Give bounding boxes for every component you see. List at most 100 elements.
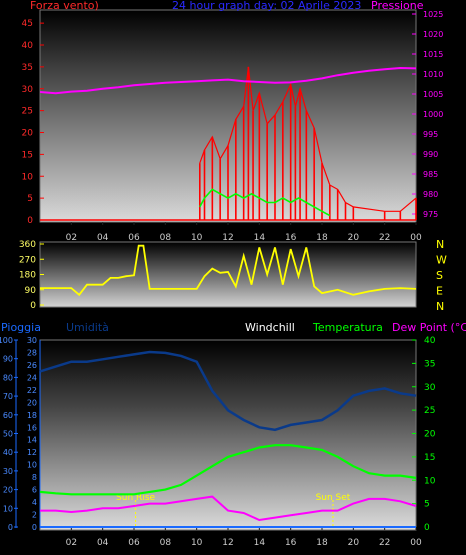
- humidity-series-line: [39, 350, 417, 432]
- sun-markers: Sun Rise Sun Set: [116, 493, 351, 527]
- wind-axis-label: Forza vento): [30, 0, 99, 12]
- sun-marker-label: Sun Set: [316, 493, 351, 503]
- pressure-y-tick-label: 1005: [423, 90, 443, 99]
- compass-label: N: [436, 238, 444, 251]
- temperature-y-axis: 0 5 10 15 20 25 30 35 40: [412, 336, 436, 533]
- humidity-y-tick-label: 6: [32, 486, 37, 495]
- x-tick-label: 22: [379, 233, 390, 243]
- wind-series: [199, 66, 417, 220]
- rain-y-axis: 0 10 20 30 40 50 60 70 80 90 100: [0, 336, 18, 532]
- pressure-y-tick-label: 980: [423, 190, 438, 199]
- x-tick-label: 06: [128, 538, 140, 548]
- pressure-y-tick-label: 1020: [423, 30, 443, 39]
- rain-y-tick-label: 0: [8, 523, 13, 532]
- x-axis-top-panel: 02 04 06 08 10 12 14 16 18 20 22 00: [66, 222, 422, 243]
- wind-y-tick-label: 20: [22, 129, 34, 139]
- wind-y-tick-label: 30: [22, 85, 34, 95]
- x-tick-label: 14: [254, 538, 266, 548]
- humidity-y-tick-label: 24: [27, 373, 37, 382]
- temperature-y-tick-label: 0: [424, 523, 430, 533]
- humidity-y-tick-label: 20: [27, 398, 37, 407]
- pressure-series-line: [39, 66, 417, 95]
- pressure-y-tick-label: 985: [423, 170, 438, 179]
- sun-marker-label: Sun Rise: [116, 493, 155, 503]
- x-tick-label: 04: [97, 233, 109, 243]
- wind-series-line: [199, 66, 417, 212]
- x-tick-label: 12: [222, 538, 233, 548]
- humidity-y-tick-label: 16: [27, 423, 37, 432]
- pressure-y-tick-label: 990: [423, 150, 438, 159]
- x-tick-label: 16: [285, 538, 297, 548]
- compass-label: S: [436, 269, 443, 282]
- x-tick-label: 06: [128, 233, 140, 243]
- temperature-label: Temperatura: [312, 321, 383, 334]
- humidity-axis-label: Umidità: [66, 321, 109, 334]
- rain-y-tick-label: 60: [3, 411, 13, 420]
- x-tick-label: 16: [285, 233, 297, 243]
- wind-direction-series-line: [40, 244, 417, 297]
- dewpoint-label: Dew Point (°C): [392, 321, 466, 334]
- humidity-y-tick-label: 2: [32, 511, 37, 520]
- temperature-y-tick-label: 25: [424, 406, 435, 416]
- temperature-y-tick-label: 40: [424, 336, 436, 346]
- x-tick-label: 02: [66, 538, 77, 548]
- rain-axis-label: Pioggia: [1, 321, 41, 334]
- temperature-series-line: [39, 444, 417, 496]
- rain-y-tick-label: 50: [3, 430, 13, 439]
- x-tick-label: 14: [254, 233, 266, 243]
- pressure-axis-label: Pressione: [371, 0, 424, 12]
- pressure-y-axis: 975 980 985 990 995 1000 1005 1010 1015 1020 1025: [412, 10, 443, 219]
- x-tick-label: 00: [410, 538, 422, 548]
- x-tick-label: 20: [348, 233, 360, 243]
- wind-y-tick-label: 45: [22, 19, 33, 29]
- x-tick-label: 08: [160, 233, 172, 243]
- compass-label: W: [436, 254, 447, 267]
- windchill-label: Windchill: [245, 321, 295, 334]
- humidity-y-tick-label: 10: [27, 461, 37, 470]
- x-tick-label: 02: [66, 233, 77, 243]
- rain-y-tick-label: 100: [0, 336, 13, 345]
- wind-y-tick-label: 10: [22, 172, 34, 182]
- rain-y-tick-label: 10: [3, 504, 13, 513]
- humidity-y-tick-label: 18: [27, 411, 37, 420]
- humidity-y-tick-label: 22: [27, 386, 37, 395]
- temperature-y-tick-label: 10: [424, 476, 436, 486]
- rain-y-tick-label: 70: [3, 392, 13, 401]
- rain-y-tick-label: 40: [3, 448, 13, 457]
- x-tick-label: 10: [191, 538, 203, 548]
- dewpoint-series-line: [40, 495, 417, 522]
- temperature-y-tick-label: 15: [424, 453, 435, 463]
- pressure-y-tick-label: 1010: [423, 70, 443, 79]
- x-axis-bottom-panel: 02 04 06 08 10 12 14 16 18 20 22 00: [66, 527, 422, 548]
- wind-y-tick-label: 0: [27, 216, 33, 226]
- direction-y-tick-label: 0: [30, 301, 36, 311]
- wind-y-tick-label: 15: [22, 150, 33, 160]
- compass-label: E: [436, 285, 443, 298]
- humidity-y-tick-label: 4: [32, 498, 37, 507]
- x-tick-label: 18: [316, 538, 328, 548]
- humidity-y-tick-label: 26: [27, 361, 37, 370]
- gust-series-line: [199, 188, 331, 217]
- pressure-y-tick-label: 1025: [423, 10, 443, 19]
- x-tick-label: 22: [379, 538, 390, 548]
- wind-y-axis: 0 5 10 15 20 25 30 35 40 45: [22, 19, 44, 226]
- x-tick-label: 10: [191, 233, 203, 243]
- direction-y-tick-label: 90: [25, 286, 37, 296]
- rain-y-tick-label: 20: [3, 486, 13, 495]
- wind-y-tick-label: 25: [22, 107, 33, 117]
- humidity-y-tick-label: 14: [27, 436, 37, 445]
- humidity-y-tick-label: 8: [32, 473, 37, 482]
- direction-degree-axis: 0 90 180 270 360: [19, 240, 44, 311]
- temperature-y-tick-label: 30: [424, 383, 436, 393]
- temperature-y-tick-label: 20: [424, 430, 436, 440]
- x-tick-label: 20: [348, 538, 360, 548]
- chart-title: 24 hour graph day: 02 Aprile 2023: [172, 0, 361, 12]
- x-tick-label: 04: [97, 538, 109, 548]
- pressure-y-tick-label: 975: [423, 210, 438, 219]
- pressure-y-tick-label: 995: [423, 130, 438, 139]
- temperature-y-tick-label: 35: [424, 359, 435, 369]
